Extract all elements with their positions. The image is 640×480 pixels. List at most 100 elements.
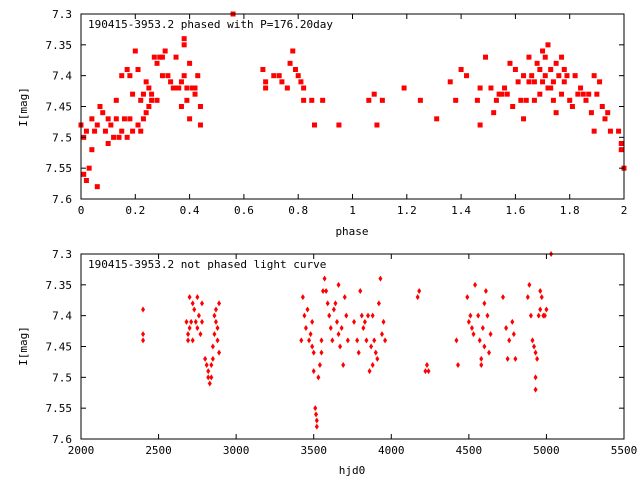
data-point	[378, 275, 383, 282]
data-point	[530, 337, 535, 344]
data-point	[302, 312, 307, 319]
unphased-light-curve-panel: 2000 2500 3000 3500 4000 4500 5000 5500 7.3 7.35…	[17, 248, 637, 477]
data-point	[504, 91, 510, 97]
data-point	[127, 116, 133, 122]
data-point	[94, 184, 100, 190]
data-point	[198, 331, 203, 338]
data-point	[184, 97, 190, 103]
data-point	[474, 97, 480, 103]
data-point	[488, 85, 494, 91]
data-point	[344, 312, 349, 319]
data-point	[447, 79, 453, 85]
data-point	[618, 141, 624, 146]
data-point	[314, 423, 319, 430]
unphased-x-tick-label: 4500	[456, 444, 483, 457]
data-point	[424, 362, 429, 368]
data-point	[536, 312, 541, 319]
data-point	[187, 325, 192, 331]
data-point	[187, 60, 193, 66]
data-point	[162, 48, 168, 54]
data-point	[526, 54, 532, 60]
data-point	[187, 116, 193, 122]
phased-y-tick-label: 7.35	[46, 39, 73, 52]
unphased-y-tick-label: 7.3	[52, 248, 72, 261]
data-point	[149, 91, 155, 97]
data-point	[533, 374, 538, 381]
data-point	[473, 281, 478, 288]
data-point	[366, 97, 372, 103]
data-point	[535, 355, 540, 362]
data-point	[515, 79, 521, 85]
data-point	[553, 60, 559, 66]
data-point	[124, 134, 130, 140]
phased-chart-title: 190415-3953.2 phased with P=176.20day	[88, 18, 333, 31]
data-point	[345, 337, 350, 344]
data-point	[466, 318, 471, 325]
data-point	[505, 355, 510, 362]
data-point	[342, 294, 347, 301]
data-point	[212, 331, 217, 338]
data-point	[372, 337, 377, 344]
data-point	[578, 85, 584, 91]
data-point	[276, 73, 282, 79]
data-point	[371, 91, 377, 97]
data-point	[132, 48, 138, 54]
data-point	[89, 147, 95, 153]
data-point	[499, 91, 505, 97]
data-point	[325, 300, 330, 307]
data-point	[301, 97, 307, 103]
data-point	[415, 294, 420, 301]
data-point	[370, 362, 375, 368]
data-point	[366, 312, 371, 319]
data-point	[545, 85, 551, 91]
data-point	[215, 337, 220, 344]
data-point	[477, 337, 482, 344]
data-point	[105, 141, 111, 146]
data-point	[528, 312, 533, 319]
data-point	[89, 116, 95, 122]
data-point	[181, 42, 187, 48]
data-point	[507, 337, 512, 344]
data-point	[426, 368, 431, 375]
data-point	[542, 54, 548, 60]
unphased-x-tick-label: 5500	[611, 444, 638, 457]
data-point	[186, 331, 191, 338]
data-point	[314, 411, 319, 418]
data-point	[197, 122, 203, 128]
data-point	[502, 85, 508, 91]
data-point	[138, 128, 144, 134]
data-point	[154, 97, 160, 103]
data-point	[197, 104, 203, 109]
data-point	[307, 337, 312, 344]
data-point	[159, 73, 165, 79]
data-point	[471, 331, 476, 338]
data-point	[213, 306, 218, 313]
data-point	[379, 331, 384, 338]
data-point	[113, 97, 119, 103]
data-point	[195, 325, 200, 331]
data-point	[311, 368, 316, 375]
data-point	[521, 116, 527, 122]
data-point	[544, 306, 549, 313]
data-point	[540, 79, 546, 85]
phased-x-axis-label: phase	[335, 225, 368, 238]
data-point	[301, 85, 307, 91]
unphased-x-tick-label: 2000	[68, 444, 95, 457]
data-point	[319, 349, 324, 356]
data-point	[537, 91, 543, 97]
data-point	[170, 85, 176, 91]
data-point	[545, 42, 551, 48]
data-point	[376, 300, 381, 307]
data-point	[157, 54, 163, 60]
phased-x-tick-label: 1.2	[397, 204, 417, 217]
data-point	[375, 355, 380, 362]
data-point	[453, 97, 459, 103]
data-point	[181, 73, 187, 79]
data-point	[279, 79, 285, 85]
data-point	[83, 178, 89, 183]
phased-y-axis-label: I[mag]	[17, 87, 30, 127]
data-point	[186, 337, 191, 344]
data-point	[311, 349, 316, 356]
data-point	[594, 91, 600, 97]
data-point	[308, 331, 313, 338]
